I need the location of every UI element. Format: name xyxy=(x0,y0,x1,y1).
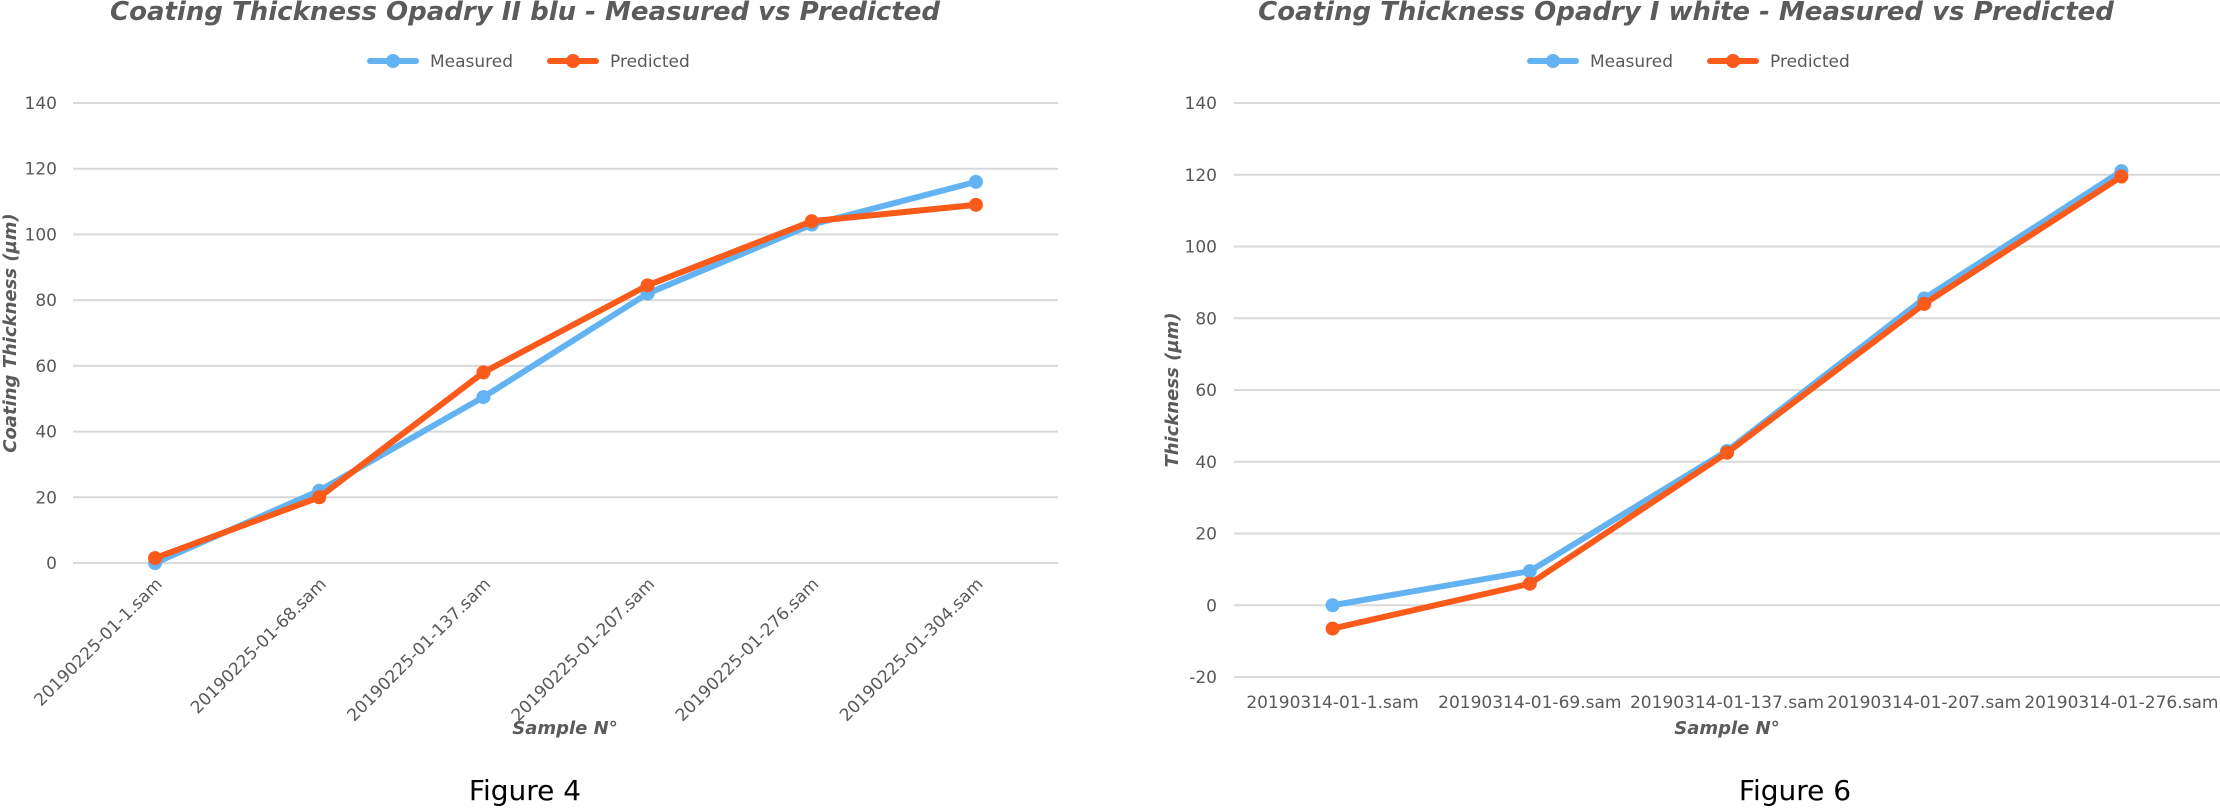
x-tick-label: 20190225-01-304.sam xyxy=(836,574,987,725)
y-axis-title: Thickness (µm) xyxy=(1162,312,1183,467)
legend-marker-measured xyxy=(386,54,400,68)
x-axis-title: Sample N° xyxy=(1674,718,1779,739)
series-line-measured xyxy=(1329,168,2125,609)
y-tick-label: 0 xyxy=(1206,596,1217,616)
x-tick-label: 20190225-01-137.sam xyxy=(344,574,495,725)
x-tick-label: 20190314-01-1.sam xyxy=(1246,693,1418,713)
data-point-predicted xyxy=(1720,445,1734,460)
x-tick-label: 20190225-01-276.sam xyxy=(672,574,823,725)
figure-caption: Figure 6 xyxy=(1738,774,1852,807)
y-tick-label: 120 xyxy=(25,160,57,180)
data-point-predicted xyxy=(804,214,819,229)
legend-label: Measured xyxy=(430,52,513,72)
legend-label: Predicted xyxy=(610,52,690,72)
data-point-predicted xyxy=(640,278,655,293)
x-tick-label: 20190225-01-68.sam xyxy=(187,574,331,718)
y-tick-label: -20 xyxy=(1189,668,1217,688)
data-point-measured xyxy=(1325,598,1340,613)
legend-label: Predicted xyxy=(1770,52,1850,72)
data-point-measured xyxy=(968,174,983,189)
x-axis-title: Sample N° xyxy=(512,718,617,739)
y-tick-label: 140 xyxy=(25,94,57,114)
legend-marker-predicted xyxy=(566,54,580,68)
data-point-predicted xyxy=(968,197,983,212)
data-point-predicted xyxy=(2114,169,2129,184)
y-axis-title: Coating Thickness (µm) xyxy=(0,213,21,453)
y-tick-label: 40 xyxy=(1195,453,1217,473)
chart-opadry-ii-blu: Coating Thickness Opadry II blu - Measur… xyxy=(0,0,1058,739)
data-point-measured xyxy=(1522,564,1537,579)
y-tick-label: 60 xyxy=(35,357,57,377)
x-tick-label: 20190314-01-207.sam xyxy=(1827,693,2021,713)
y-tick-label: 80 xyxy=(1195,309,1217,329)
y-tick-label: 120 xyxy=(1185,166,1217,186)
y-tick-label: 0 xyxy=(46,554,57,574)
legend-marker-predicted xyxy=(1726,54,1740,68)
data-point-predicted xyxy=(1522,576,1537,591)
data-point-predicted xyxy=(1325,621,1340,636)
y-tick-label: 100 xyxy=(25,225,57,245)
legend-marker-measured xyxy=(1546,54,1560,68)
chart-title: Coating Thickness Opadry I white - Measu… xyxy=(1258,0,2114,27)
chart-title: Coating Thickness Opadry II blu - Measur… xyxy=(110,0,940,27)
x-tick-label: 20190225-01-1.sam xyxy=(31,574,167,710)
y-tick-label: 100 xyxy=(1185,238,1217,258)
x-tick-label: 20190314-01-137.sam xyxy=(1630,693,1824,713)
y-tick-label: 140 xyxy=(1185,94,1217,114)
y-tick-label: 20 xyxy=(1195,525,1217,545)
y-tick-label: 20 xyxy=(35,488,57,508)
series-line-measured xyxy=(152,178,979,566)
chart-opadry-i-white: Coating Thickness Opadry I white - Measu… xyxy=(1162,0,2220,739)
figure-caption: Figure 4 xyxy=(468,774,582,807)
legend-label: Measured xyxy=(1590,52,1673,72)
x-tick-label: 20190314-01-69.sam xyxy=(1438,693,1621,713)
y-tick-label: 40 xyxy=(35,423,57,443)
data-point-predicted xyxy=(312,490,327,505)
data-point-measured xyxy=(476,390,491,405)
data-point-predicted xyxy=(476,365,491,380)
figure-6: Coating Thickness Opadry I white - Measu… xyxy=(1110,0,2220,811)
y-tick-label: 80 xyxy=(35,291,57,311)
x-tick-label: 20190225-01-207.sam xyxy=(508,574,659,725)
y-tick-label: 60 xyxy=(1195,381,1217,401)
figure-4: Coating Thickness Opadry II blu - Measur… xyxy=(0,0,1058,807)
x-tick-label: 20190314-01-276.sam xyxy=(2024,693,2218,713)
data-point-predicted xyxy=(1917,296,1932,311)
series-line-predicted xyxy=(152,201,979,562)
data-point-predicted xyxy=(148,551,163,566)
